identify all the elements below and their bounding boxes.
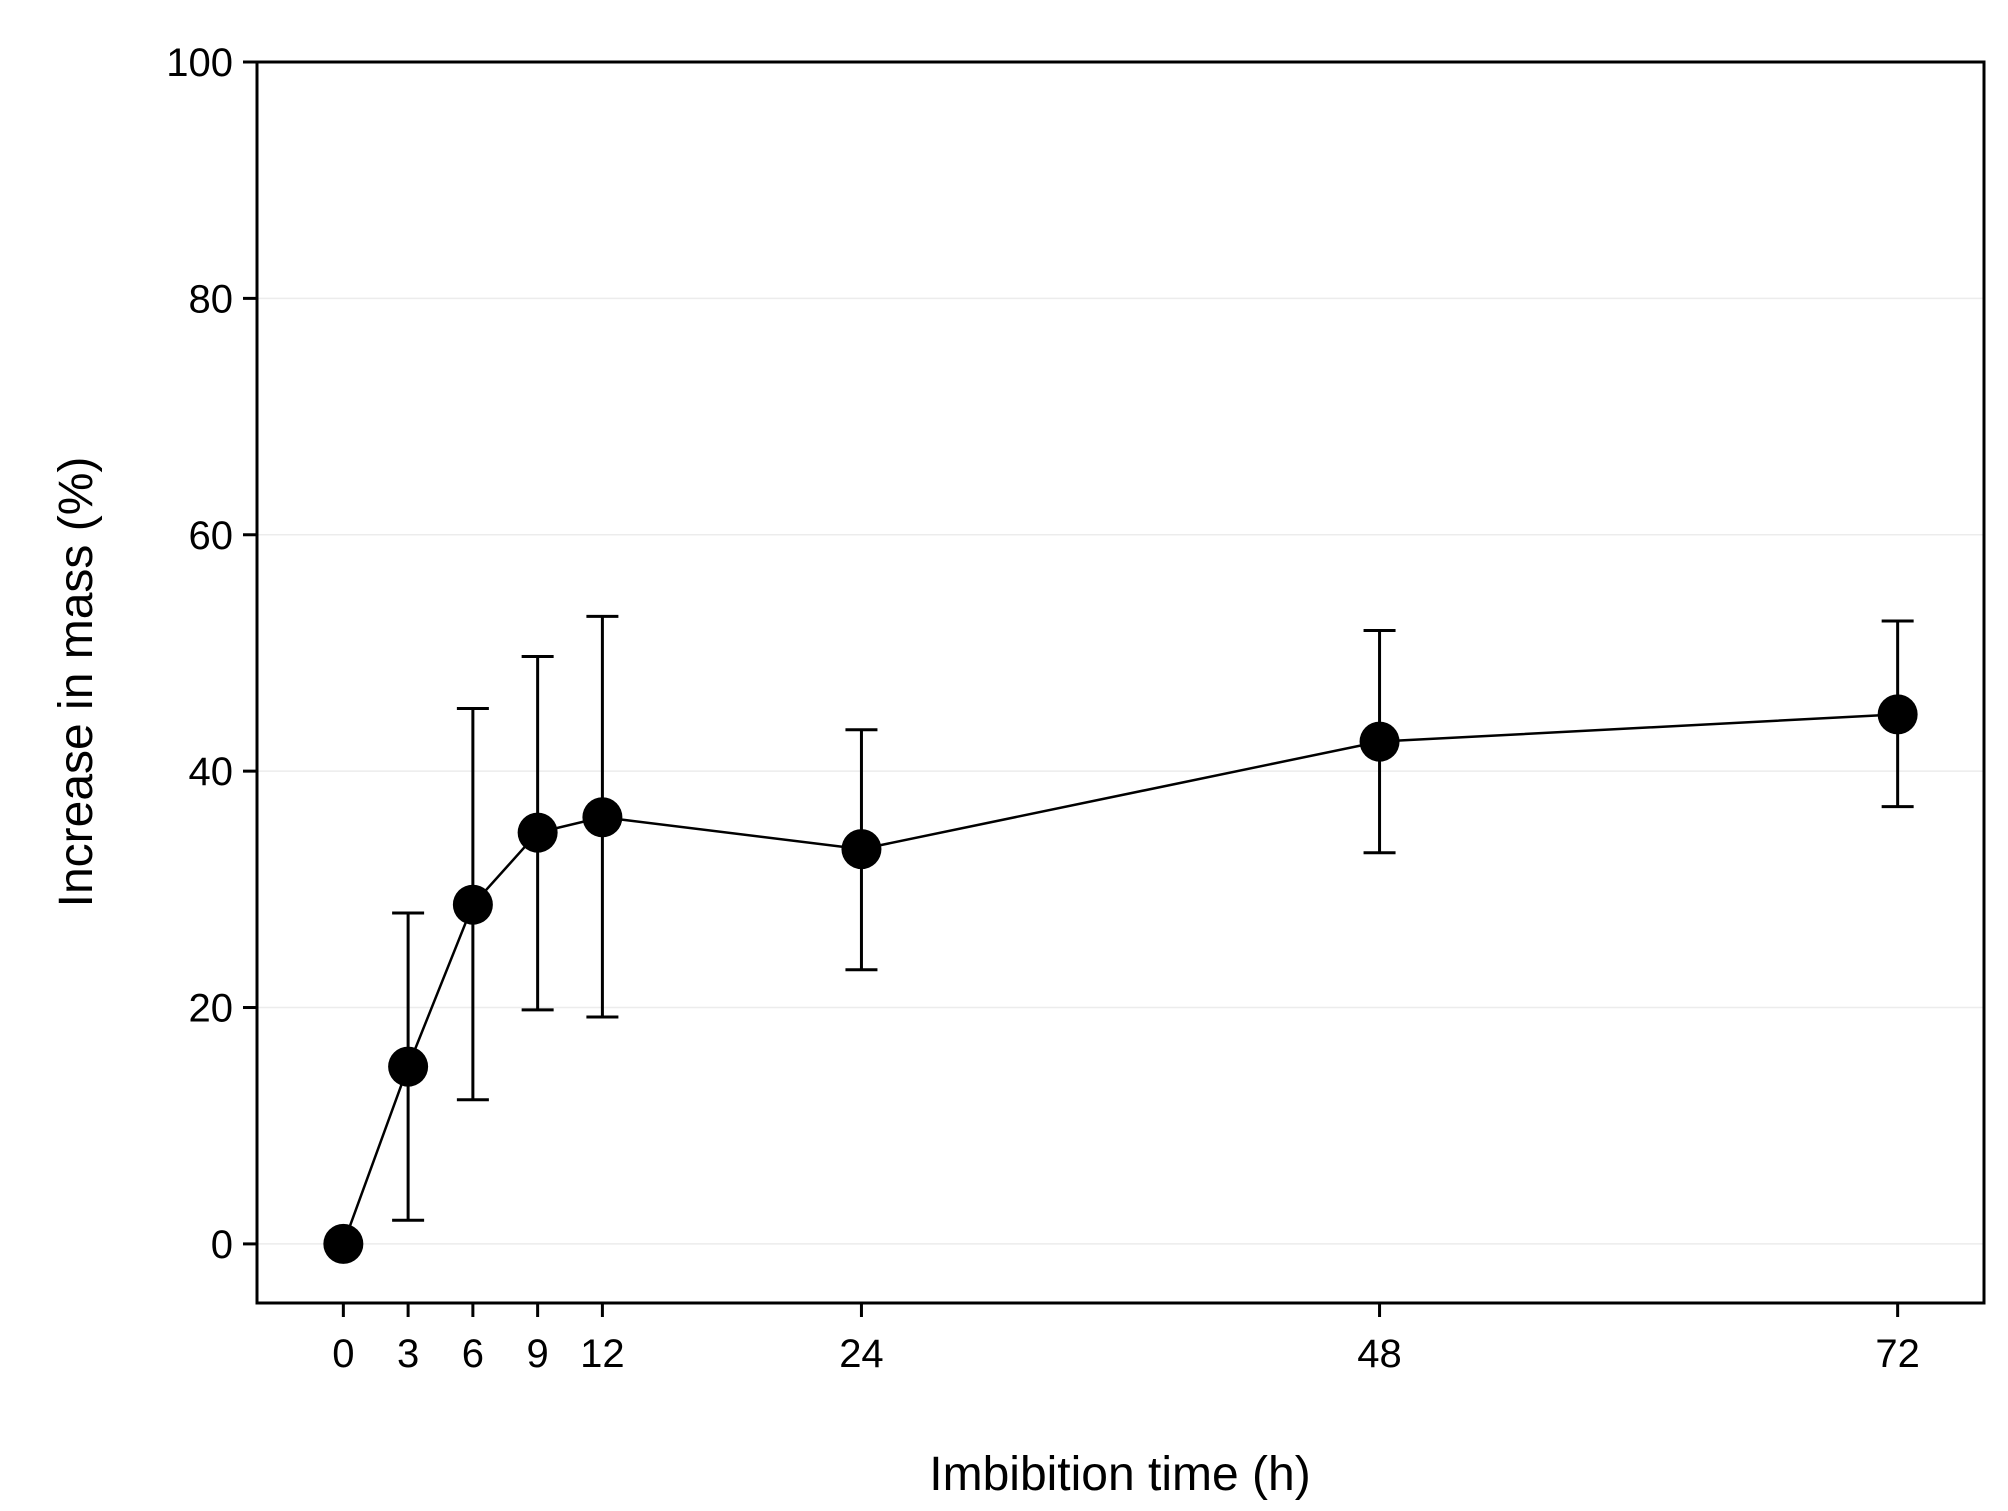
data-point — [582, 797, 623, 838]
x-tick-label: 3 — [397, 1332, 419, 1376]
data-point — [452, 884, 493, 925]
data-point — [388, 1046, 429, 1087]
x-tick-label: 0 — [332, 1332, 354, 1376]
x-tick-label: 12 — [580, 1332, 625, 1376]
y-tick-label: 80 — [189, 277, 234, 321]
data-point — [1877, 694, 1918, 735]
data-point — [841, 829, 882, 870]
x-tick-label: 48 — [1357, 1332, 1402, 1376]
series-line — [342, 713, 1898, 1245]
y-tick-label: 0 — [211, 1223, 233, 1267]
y-tick-label: 40 — [189, 750, 234, 794]
y-tick-label: 60 — [189, 514, 234, 558]
y-axis: 0 20 40 60 80 100 — [166, 41, 257, 1267]
data-point — [517, 812, 558, 853]
y-tick-label: 20 — [189, 987, 234, 1031]
data-point — [1359, 721, 1400, 762]
y-tick-label: 100 — [166, 41, 233, 85]
plot-frame — [255, 60, 1986, 1305]
x-tick-label: 6 — [462, 1332, 484, 1376]
x-tick-label: 72 — [1875, 1332, 1920, 1376]
data-point — [323, 1223, 364, 1264]
x-tick-label: 9 — [527, 1332, 549, 1376]
x-tick-label: 24 — [839, 1332, 884, 1376]
grid-lines — [257, 297, 1984, 1245]
x-axis: 0 3 6 9 12 24 48 72 — [332, 1303, 1920, 1376]
y-axis-title: Increase in mass (%) — [50, 457, 103, 908]
data-series — [323, 614, 1918, 1264]
x-axis-title: Imbibition time (h) — [929, 1448, 1310, 1501]
